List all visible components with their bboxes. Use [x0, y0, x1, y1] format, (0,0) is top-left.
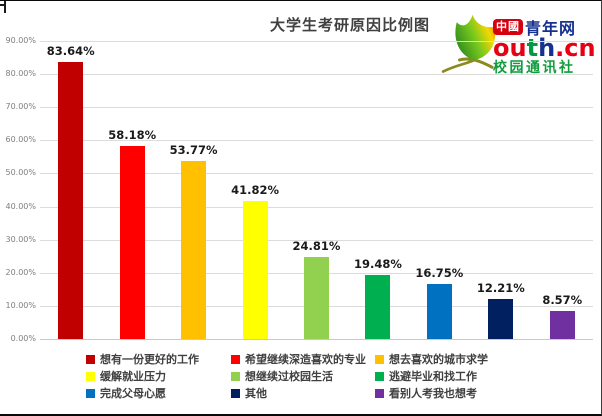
legend-item: 缓解就业压力 — [86, 370, 231, 383]
gridline — [40, 239, 593, 241]
gridline — [40, 41, 593, 42]
legend-label: 希望继续深造喜欢的专业 — [245, 353, 366, 366]
legend-item: 逃避毕业和找工作 — [375, 370, 488, 383]
y-tick-label: 50.00% — [5, 168, 36, 178]
gridline — [40, 74, 593, 76]
y-tick-label: 0.00% — [10, 334, 36, 343]
logo-subtitle: 校园通讯社 — [493, 60, 576, 76]
bar-1 — [58, 62, 84, 339]
y-tick-label: 40.00% — [5, 201, 36, 211]
legend-item: 其他 — [231, 387, 375, 400]
legend-item: 看别人考我也想考 — [375, 387, 488, 400]
legend-swatch-icon — [375, 355, 384, 364]
legend-label: 想去喜欢的城市求学 — [389, 353, 488, 366]
gridline — [40, 173, 593, 175]
legend-swatch-icon — [231, 389, 240, 398]
legend-item: 想继续过校园生活 — [231, 370, 375, 383]
bar-6 — [365, 274, 391, 339]
gridline — [40, 339, 593, 340]
bar-value-label: 58.18% — [108, 128, 157, 143]
domain-letter: t — [526, 34, 539, 62]
bar-value-label: 19.48% — [353, 256, 402, 271]
legend-swatch-icon — [231, 372, 240, 381]
domain-letter: n — [578, 34, 596, 62]
gridline — [40, 206, 593, 208]
legend-swatch-icon — [375, 372, 384, 381]
y-tick-label: 70.00% — [5, 102, 36, 112]
legend-label: 完成父母心愿 — [100, 387, 166, 400]
domain-letter: . — [555, 34, 565, 62]
site-name: 青年网 — [525, 19, 577, 38]
gridline — [40, 107, 593, 109]
legend-item: 想去喜欢的城市求学 — [375, 353, 488, 366]
bar-7 — [426, 283, 452, 339]
gridline — [40, 140, 593, 142]
ginkgo-leaf-icon — [441, 14, 496, 73]
logo-masthead: 中國 青年网 — [493, 17, 599, 38]
bar-8 — [488, 298, 514, 339]
crop-mark — [4, 1, 6, 13]
domain-letter: o — [493, 34, 510, 62]
crop-mark — [0, 4, 5, 6]
bar-4 — [242, 200, 268, 339]
y-tick-label: 90.00% — [5, 36, 36, 45]
y-tick-label: 60.00% — [5, 135, 36, 145]
legend-label: 想继续过校园生活 — [245, 370, 333, 383]
bar-value-label: 8.57% — [542, 292, 583, 307]
legend-swatch-icon — [86, 389, 95, 398]
logo-text: 中國 青年网 outh.cn 校园通讯社 — [493, 17, 599, 77]
y-tick-label: 30.00% — [5, 234, 36, 244]
legend-label: 缓解就业压力 — [100, 370, 166, 383]
y-tick-label: 20.00% — [5, 267, 36, 277]
bar-value-label: 41.82% — [231, 182, 279, 197]
china-badge: 中國 — [493, 19, 523, 35]
domain-letter: u — [509, 34, 527, 62]
bar-5 — [304, 256, 329, 339]
legend-item: 完成父母心愿 — [86, 387, 231, 400]
legend-label: 看别人考我也想考 — [389, 387, 477, 400]
domain-letter: c — [564, 34, 579, 62]
bar-value-label: 83.64% — [46, 44, 95, 59]
bar-value-label: 12.21% — [476, 280, 525, 295]
bar-3 — [181, 160, 207, 339]
domain-letter: h — [538, 34, 556, 62]
legend: 想有一份更好的工作 希望继续深造喜欢的专业 想去喜欢的城市求学缓解就业压力 想继续过校… — [86, 353, 488, 400]
bar-value-label: 53.77% — [169, 142, 218, 157]
chart-title: 大学生考研原因比例图 — [269, 16, 430, 34]
y-tick-label: 80.00% — [5, 69, 36, 79]
legend-item: 想有一份更好的工作 — [86, 353, 231, 366]
youthcn-logo: 中國 青年网 outh.cn 校园通讯社 — [441, 1, 599, 83]
y-tick-label: 10.00% — [5, 300, 36, 310]
bar-2 — [119, 146, 145, 339]
legend-swatch-icon — [231, 355, 240, 364]
legend-swatch-icon — [86, 355, 95, 364]
bar-9 — [549, 310, 575, 339]
legend-swatch-icon — [86, 372, 95, 381]
plot-area: 90.00% 80.00% 70.00% 60.00% 50.00% 40.00% 30.0… — [5, 36, 593, 343]
bar-value-label: 24.81% — [292, 238, 341, 253]
domain-text: outh.cn — [493, 34, 599, 62]
legend-label: 逃避毕业和找工作 — [389, 370, 477, 383]
legend-item: 希望继续深造喜欢的专业 — [231, 353, 375, 366]
legend-label: 其他 — [245, 387, 267, 400]
legend-label: 想有一份更好的工作 — [100, 353, 199, 366]
legend-swatch-icon — [375, 389, 384, 398]
bar-value-label: 16.75% — [415, 265, 464, 280]
